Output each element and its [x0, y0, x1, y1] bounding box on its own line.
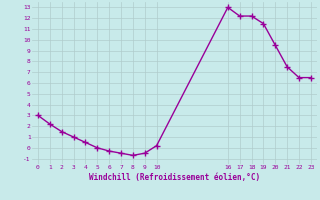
X-axis label: Windchill (Refroidissement éolien,°C): Windchill (Refroidissement éolien,°C) — [89, 173, 260, 182]
